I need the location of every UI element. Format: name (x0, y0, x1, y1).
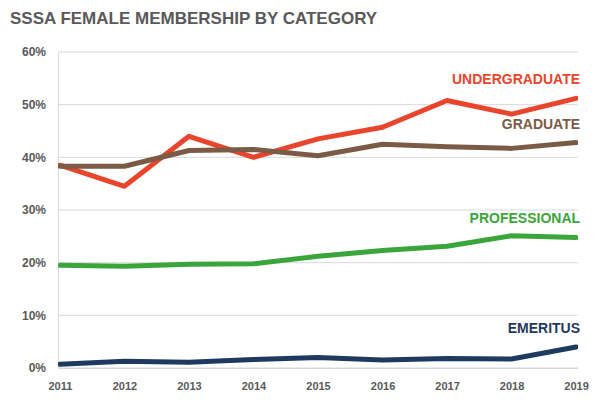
x-tick: 2014 (242, 368, 267, 392)
y-tick-label: 0% (29, 361, 47, 375)
x-tick-label: 2016 (371, 380, 395, 392)
x-tick-label: 2019 (564, 380, 588, 392)
x-tick: 2019 (564, 368, 588, 392)
x-tick: 2017 (435, 368, 459, 392)
grid-line (58, 262, 578, 263)
series-label: UNDERGRADUATE (452, 71, 580, 87)
x-tick-label: 2012 (113, 380, 137, 392)
x-tick-label: 2014 (242, 380, 267, 392)
line (60, 143, 576, 167)
x-tick: 2013 (177, 368, 201, 392)
y-axis: 0% 10% 20% 30% 40% 50% 60% (22, 45, 59, 375)
y-tick: 30% (22, 203, 58, 217)
series-label: GRADUATE (502, 116, 580, 132)
y-tick-label: 20% (22, 256, 46, 270)
x-tick: 2011 (48, 368, 72, 392)
title: SSSA FEMALE MEMBERSHIP BY CATEGORY (10, 9, 378, 28)
series-labels: UNDERGRADUATE GRADUATE PROFESSIONAL EMERITU… (452, 71, 581, 336)
plot: 0% 10% 20% 30% 40% 50% 60% 2011 2012 2013 2014 2015… (22, 45, 589, 391)
x-tick: 2016 (371, 368, 395, 392)
line (60, 236, 576, 267)
x-tick-label: 2011 (48, 380, 72, 392)
x-tick: 2018 (500, 368, 524, 392)
y-tick-label: 50% (22, 98, 46, 112)
y-tick: 20% (22, 256, 58, 270)
y-axis-line (58, 53, 59, 369)
grid-line (58, 368, 578, 369)
series-label: EMERITUS (508, 320, 580, 336)
grid-line (58, 52, 578, 53)
grid-line (58, 315, 578, 316)
x-tick-label: 2018 (500, 380, 524, 392)
y-tick: 50% (22, 98, 58, 112)
grid-line (58, 104, 578, 105)
chart: SSSA FEMALE MEMBERSHIP BY CATEGORY 0% 10% 2… (0, 0, 600, 400)
y-tick-label: 10% (22, 309, 46, 323)
x-tick: 2012 (113, 368, 137, 392)
series-lines (60, 98, 576, 364)
y-tick-label: 40% (22, 151, 46, 165)
x-tick: 2015 (306, 368, 330, 392)
y-tick-label: 30% (22, 203, 46, 217)
line (60, 98, 576, 186)
x-axis: 2011 2012 2013 2014 2015 2016 2017 2018 2019 (48, 368, 588, 392)
y-tick-label: 60% (22, 45, 46, 59)
y-tick: 60% (22, 45, 58, 59)
x-tick-label: 2015 (306, 380, 330, 392)
line (60, 347, 576, 364)
x-axis-line (59, 368, 579, 369)
y-tick: 40% (22, 151, 58, 165)
y-tick: 10% (22, 309, 58, 323)
y-tick: 0% (29, 361, 58, 375)
x-tick-label: 2017 (435, 380, 459, 392)
series-label: PROFESSIONAL (470, 210, 581, 226)
x-tick-label: 2013 (177, 380, 201, 392)
